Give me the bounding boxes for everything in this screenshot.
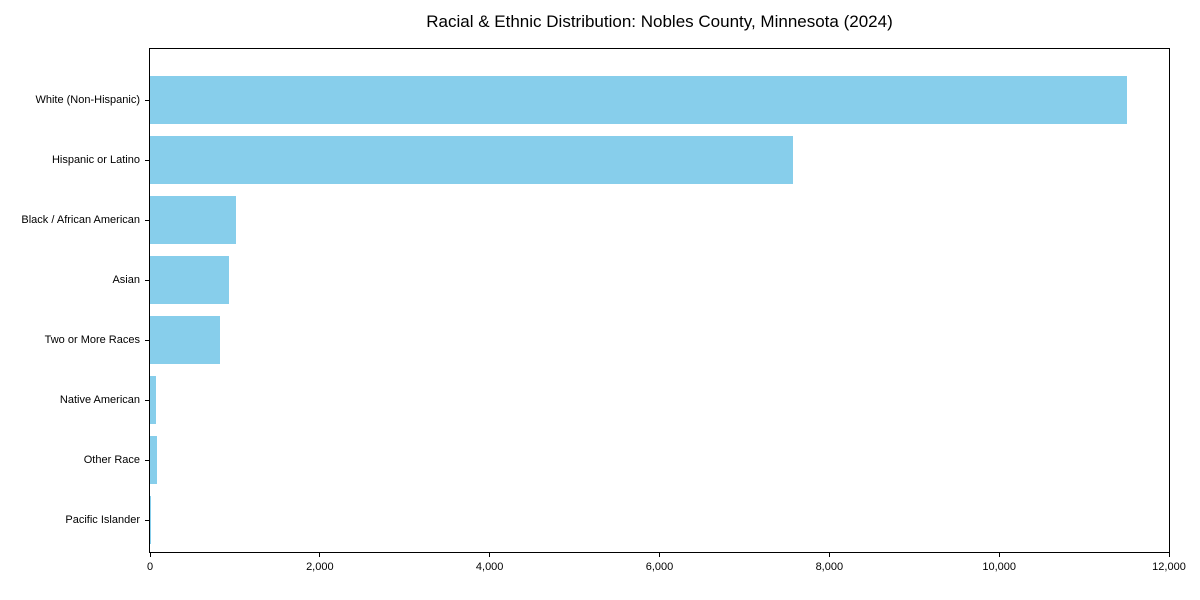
y-axis-tick — [145, 160, 149, 161]
y-axis-tick — [145, 220, 149, 221]
bar-native-american — [150, 376, 156, 424]
y-tick-label: Hispanic or Latino — [51, 154, 140, 166]
x-axis-tick — [489, 553, 491, 557]
y-axis-tick — [145, 100, 149, 101]
bar-row — [150, 190, 1169, 250]
x-tick-label: 2,000 — [306, 561, 334, 573]
y-tick-label: White (Non-Hispanic) — [35, 94, 140, 106]
y-axis-tick — [145, 460, 149, 461]
y-tick-label: Black / African American — [21, 214, 140, 226]
y-tick-label: Other Race — [83, 454, 140, 466]
y-tick-label: Asian — [112, 274, 140, 286]
x-axis-tick — [828, 553, 830, 557]
bar-row — [150, 250, 1169, 310]
x-axis-tick — [319, 553, 321, 557]
bar-row — [150, 430, 1169, 490]
bar-row — [150, 130, 1169, 190]
y-axis-tick — [145, 400, 149, 401]
x-tick-label: 0 — [146, 561, 154, 573]
x-tick-label: 4,000 — [475, 561, 504, 573]
chart-title: Racial & Ethnic Distribution: Nobles Cou… — [426, 12, 893, 31]
bar-white-non-hispanic — [150, 76, 1127, 124]
bar-other-race — [150, 436, 157, 484]
x-tick-label: 8,000 — [815, 561, 844, 573]
y-axis-tick — [145, 520, 149, 521]
bar-two-or-more-races — [150, 316, 220, 364]
x-axis-tick — [998, 553, 1000, 557]
y-axis-tick — [145, 340, 149, 341]
bar-hispanic-or-latino — [150, 136, 793, 184]
x-axis-tick — [1168, 553, 1170, 557]
y-axis-tick — [145, 280, 149, 281]
x-axis-tick — [149, 553, 151, 557]
bar-asian — [150, 256, 229, 304]
bar-row — [150, 490, 1169, 550]
x-tick-label: 12,000 — [1152, 561, 1186, 573]
y-tick-label: Pacific Islander — [65, 514, 140, 526]
bar-row — [150, 310, 1169, 370]
x-tick-label: 6,000 — [645, 561, 674, 573]
bar-row — [150, 70, 1169, 130]
plot-area: White (Non-Hispanic) Hispanic or Latino Bl… — [21, 48, 1186, 573]
bar-row — [150, 370, 1169, 430]
y-tick-label: Native American — [59, 394, 140, 406]
x-tick-label: 10,000 — [982, 561, 1016, 573]
x-axis-tick — [659, 553, 660, 557]
bar-black-african-american — [150, 196, 236, 244]
bar-pacific-islander — [150, 496, 151, 544]
y-tick-label: Two or More Races — [44, 334, 140, 346]
